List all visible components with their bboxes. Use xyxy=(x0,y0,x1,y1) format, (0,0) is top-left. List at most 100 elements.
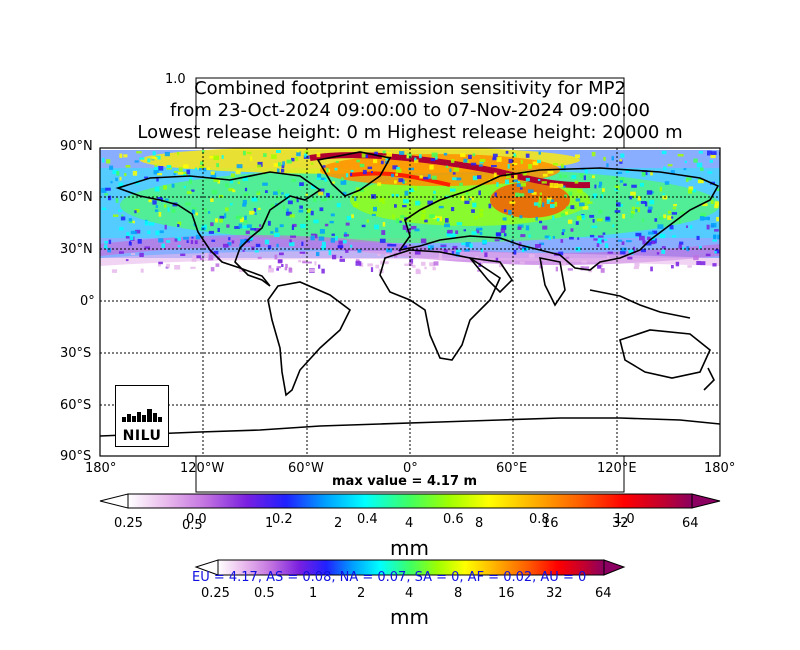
field-pixel xyxy=(119,176,122,181)
field-pixel xyxy=(177,221,182,226)
field-pixel xyxy=(109,165,114,170)
field-pixel xyxy=(177,224,180,227)
field-pixel xyxy=(415,200,420,206)
field-pixel xyxy=(380,260,384,265)
field-pixel xyxy=(154,167,160,172)
field-pixel xyxy=(186,240,189,243)
field-pixel xyxy=(663,166,667,170)
field-pixel xyxy=(371,213,376,216)
field-pixel xyxy=(396,168,402,173)
field-pixel xyxy=(535,216,538,221)
field-pixel xyxy=(158,261,163,265)
field-pixel xyxy=(679,241,684,245)
field-pixel xyxy=(311,184,316,189)
field-pixel xyxy=(249,210,255,215)
cb2-tick-4: 4 xyxy=(405,586,414,601)
field-pixel xyxy=(321,268,325,274)
field-pixel xyxy=(178,167,183,172)
field-pixel xyxy=(479,161,484,164)
cb2-tick-0: 0.25 xyxy=(201,586,230,601)
field-pixel xyxy=(386,248,393,253)
nilu-logo: NILU xyxy=(115,385,169,447)
field-pixel xyxy=(424,219,428,223)
field-pixel xyxy=(690,225,693,229)
field-pixel xyxy=(240,239,247,244)
field-pixel xyxy=(528,164,533,169)
field-pixel xyxy=(535,244,541,248)
field-pixel xyxy=(707,150,712,156)
field-pixel xyxy=(342,191,347,196)
field-pixel xyxy=(159,230,164,234)
field-pixel xyxy=(427,245,431,249)
field-pixel xyxy=(597,237,602,243)
field-pixel xyxy=(362,169,367,175)
field-pixel xyxy=(252,212,257,215)
field-pixel xyxy=(276,266,281,269)
field-pixel xyxy=(281,164,285,168)
field-pixel xyxy=(139,157,145,160)
field-pixel xyxy=(569,236,574,240)
field-pixel xyxy=(298,209,304,213)
field-pixel xyxy=(650,241,656,245)
field-pixel xyxy=(116,171,120,176)
field-pixel xyxy=(101,207,107,211)
cb1-tick-3: 2 xyxy=(334,516,343,531)
field-pixel xyxy=(584,169,588,174)
field-pixel xyxy=(228,237,231,241)
map-title-line-2: from 23-Oct-2024 09:00:00 to 07-Nov-2024… xyxy=(170,100,650,121)
field-pixel xyxy=(242,199,247,205)
field-pixel xyxy=(539,220,543,224)
field-pixel xyxy=(529,254,535,258)
field-pixel xyxy=(658,216,664,220)
field-pixel xyxy=(354,196,357,201)
field-pixel xyxy=(355,259,360,263)
stray-tick-5: 1.0 xyxy=(614,512,635,527)
field-pixel xyxy=(635,208,638,213)
field-pixel xyxy=(687,265,692,268)
field-pixel xyxy=(469,243,473,248)
field-pixel xyxy=(189,175,193,180)
field-pixel xyxy=(326,192,330,198)
field-pixel xyxy=(432,195,437,201)
field-pixel xyxy=(243,150,246,156)
field-pixel xyxy=(455,230,459,234)
field-pixel xyxy=(296,150,300,153)
field-pixel xyxy=(216,255,220,258)
field-pixel xyxy=(243,220,248,224)
field-pixel xyxy=(646,241,652,246)
field-pixel xyxy=(597,241,602,244)
field-pixel xyxy=(421,213,426,218)
field-pixel xyxy=(409,188,415,192)
region-stats: EU = 4.17, AS = 0.08, NA = 0.07, SA = 0,… xyxy=(192,570,587,585)
field-pixel xyxy=(584,266,590,271)
field-pixel xyxy=(210,172,217,178)
field-pixel xyxy=(250,228,256,231)
field-pixel xyxy=(370,267,374,272)
field-pixel xyxy=(171,208,176,213)
stray-tick-3: 0.6 xyxy=(443,512,464,527)
field-pixel xyxy=(712,239,718,242)
field-pixel xyxy=(350,169,354,173)
field-pixel xyxy=(264,239,270,245)
cb2-tick-1: 0.5 xyxy=(254,586,275,601)
field-pixel xyxy=(246,151,252,154)
field-pixel xyxy=(626,240,632,243)
field-pixel xyxy=(550,204,555,209)
field-pixel xyxy=(657,224,664,229)
field-pixel xyxy=(316,251,320,257)
field-pixel xyxy=(561,163,564,169)
field-pixel xyxy=(547,170,554,174)
field-pixel xyxy=(395,194,399,197)
field-pixel xyxy=(431,152,438,158)
field-pixel xyxy=(623,183,627,186)
field-pixel xyxy=(281,168,285,173)
field-pixel xyxy=(210,267,215,272)
field-pixel xyxy=(698,245,702,249)
field-pixel xyxy=(350,244,353,248)
field-pixel xyxy=(513,179,518,183)
field-pixel xyxy=(203,167,207,172)
field-pixel xyxy=(675,261,680,267)
field-pixel xyxy=(688,186,694,191)
field-pixel xyxy=(299,252,303,256)
field-pixel xyxy=(211,239,216,242)
